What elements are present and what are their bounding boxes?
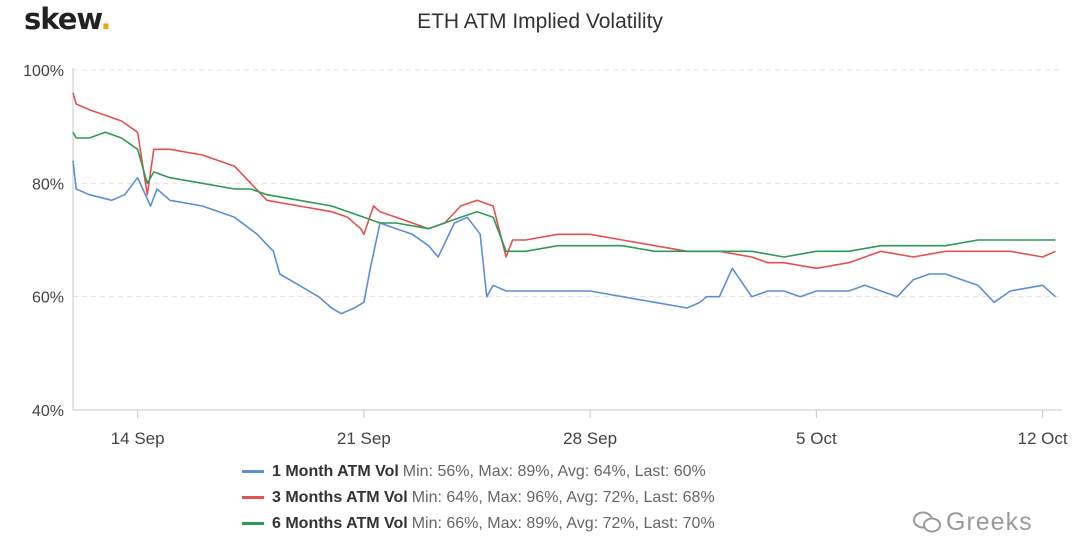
x-axis: 14 Sep 21 Sep 28 Sep 5 Oct 12 Oct (72, 68, 1068, 448)
y-tick-label: 100% (23, 63, 64, 80)
legend-swatch (242, 496, 264, 500)
legend-item-1m[interactable]: 1 Month ATM Vol Min: 56%, Max: 89%, Avg: … (242, 459, 715, 485)
x-tick-label: 14 Sep (111, 429, 165, 448)
gridlines (73, 69, 1062, 298)
y-tick-label: 40% (32, 403, 64, 420)
y-axis-labels: 100% 80% 60% 40% (23, 63, 64, 420)
wechat-icon (913, 511, 941, 533)
legend-item-6m[interactable]: 6 Months ATM Vol Min: 66%, Max: 89%, Avg:… (242, 511, 715, 537)
legend-swatch (242, 522, 264, 526)
watermark: Greeks (912, 508, 1033, 537)
series-line-2[interactable] (72, 92, 1056, 270)
watermark-text: Greeks (946, 508, 1033, 536)
legend-label: 6 Months ATM Vol (272, 515, 408, 532)
legend-stats: Min: 66%, Max: 89%, Avg: 72%, Last: 70% (411, 515, 715, 532)
series-line-3[interactable] (72, 131, 1056, 258)
x-tick-label: 21 Sep (337, 429, 391, 448)
legend-label: 3 Months ATM Vol (272, 489, 408, 506)
legend-item-3m[interactable]: 3 Months ATM Vol Min: 64%, Max: 96%, Avg:… (242, 485, 715, 511)
legend: 1 Month ATM Vol Min: 56%, Max: 89%, Avg: … (242, 459, 715, 537)
legend-swatch (242, 470, 264, 474)
y-tick-label: 60% (32, 290, 64, 307)
x-tick-label: 28 Sep (563, 429, 617, 448)
chart-title: ETH ATM Implied Volatility (417, 10, 663, 33)
legend-stats: Min: 64%, Max: 96%, Avg: 72%, Last: 68% (411, 489, 715, 506)
x-tick-label: 12 Oct (1018, 429, 1068, 448)
x-tick-label: 5 Oct (796, 429, 837, 448)
y-tick-label: 80% (32, 176, 64, 193)
skew-logo: skew. (24, 2, 111, 36)
series-line-1[interactable] (72, 160, 1057, 315)
series-lines (72, 92, 1057, 315)
legend-label: 1 Month ATM Vol (272, 463, 399, 480)
legend-stats: Min: 56%, Max: 89%, Avg: 64%, Last: 60% (402, 463, 706, 480)
